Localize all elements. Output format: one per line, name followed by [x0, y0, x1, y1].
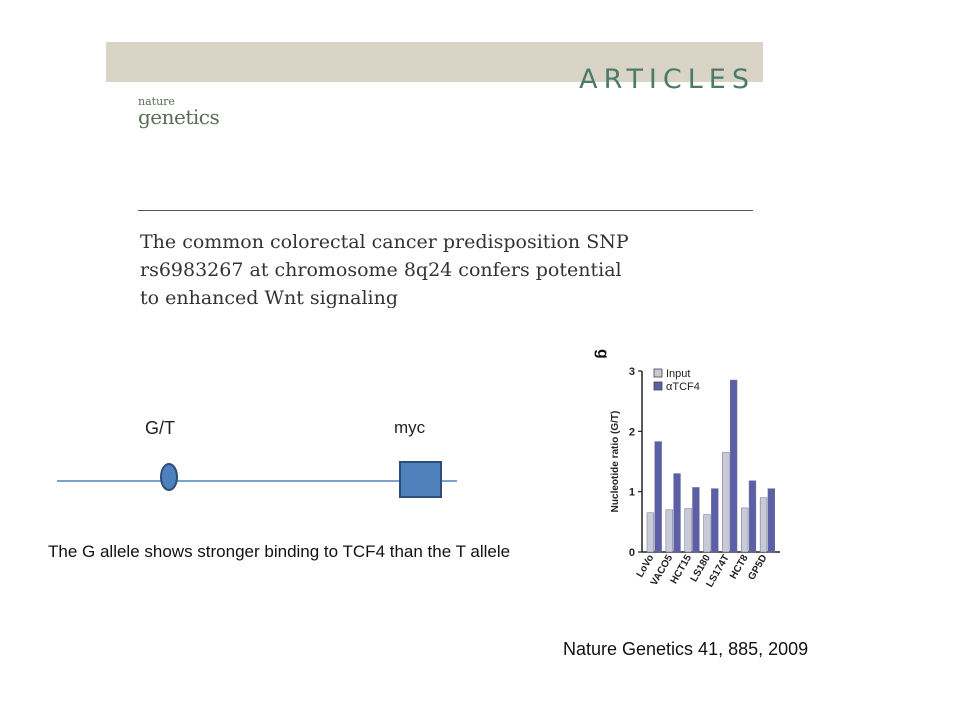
paper-title-line: to enhanced Wnt signaling: [140, 287, 399, 308]
y-axis-label: Nucleotide ratio (G/T): [610, 411, 621, 513]
caption-text: The G allele shows stronger binding to T…: [48, 542, 511, 561]
header-banner: [106, 42, 763, 82]
gene-label: myc: [394, 418, 426, 437]
bar: [759, 497, 768, 553]
legend-label: αTCF4: [666, 381, 700, 393]
panel-label: g: [594, 349, 611, 359]
bar: [654, 441, 662, 553]
section-label: ARTICLES: [579, 64, 755, 95]
bar: [703, 514, 711, 553]
title-rule: [138, 210, 753, 211]
journal-logo-line1: nature: [138, 95, 175, 108]
legend-swatch: [653, 381, 663, 391]
bar: [729, 379, 738, 553]
journal-logo-line2: genetics: [138, 105, 220, 129]
legend-swatch: [653, 368, 663, 378]
bar: [646, 512, 655, 553]
journal-logo: nature genetics: [138, 95, 220, 129]
y-tick-label: 0: [629, 547, 635, 559]
snp-marker: [160, 463, 178, 491]
bar: [722, 452, 730, 553]
legend-label: Input: [666, 368, 690, 380]
snp-label: G/T: [145, 418, 175, 438]
bar: [767, 488, 775, 553]
bar: [748, 480, 757, 553]
y-tick-label: 2: [629, 426, 635, 438]
bar: [692, 487, 700, 553]
x-tick-label: GP5D: [746, 553, 769, 582]
bar: [711, 488, 719, 553]
paper-title-line: The common colorectal cancer predisposit…: [140, 231, 629, 253]
bar: [665, 509, 673, 553]
bar: [673, 473, 681, 553]
paper-title: The common colorectal cancer predisposit…: [140, 228, 740, 308]
y-tick-label: 1: [629, 487, 635, 499]
reference-text: Nature Genetics 41, 885, 2009: [563, 639, 809, 659]
bar: [684, 508, 692, 553]
bar: [741, 507, 749, 553]
myc-gene-box: [399, 461, 442, 498]
y-tick-label: 3: [629, 366, 635, 378]
paper-title-line: rs6983267 at chromosome 8q24 confers pot…: [140, 259, 622, 281]
